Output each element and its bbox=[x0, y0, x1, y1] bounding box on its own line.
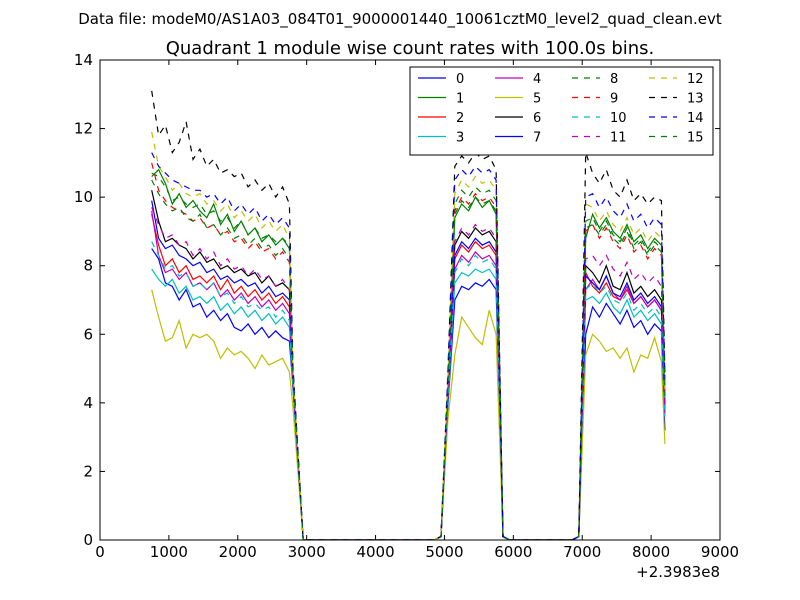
series-line-5 bbox=[151, 289, 666, 540]
x-tick-label: 6000 bbox=[494, 543, 532, 561]
series-layer bbox=[151, 90, 666, 540]
axes-ticks: 0 1000 2000 3000 4000 5000 6000 7000 8000 9000 0 2 4… bbox=[74, 51, 739, 561]
legend-label-8: 8 bbox=[610, 72, 618, 87]
legend-label-9: 9 bbox=[610, 92, 618, 107]
legend-label-10: 10 bbox=[610, 111, 627, 126]
series-line-8 bbox=[151, 172, 666, 540]
legend-label-11: 11 bbox=[610, 131, 627, 146]
legend-label-1: 1 bbox=[456, 92, 464, 107]
legend-label-4: 4 bbox=[533, 72, 541, 87]
legend-label-0: 0 bbox=[456, 72, 464, 87]
x-offset-label: +2.3983e8 bbox=[636, 563, 720, 581]
legend-label-14: 14 bbox=[687, 111, 704, 126]
series-line-14 bbox=[151, 152, 666, 540]
y-tick-label: 6 bbox=[83, 325, 93, 343]
legend-box bbox=[409, 66, 714, 156]
legend-label-7: 7 bbox=[533, 131, 541, 146]
suptitle: Data file: modeM0/AS1A03_084T01_90000014… bbox=[78, 10, 722, 29]
y-tick-label: 8 bbox=[83, 257, 93, 275]
legend-label-13: 13 bbox=[687, 92, 704, 107]
legend-label-5: 5 bbox=[533, 92, 541, 107]
x-tick-label: 4000 bbox=[356, 543, 394, 561]
y-tick-label: 12 bbox=[74, 120, 93, 138]
x-tick-label: 5000 bbox=[425, 543, 463, 561]
chart-title: Quadrant 1 module wise count rates with … bbox=[166, 38, 655, 59]
y-tick-label: 4 bbox=[83, 394, 93, 412]
y-tick-label: 14 bbox=[74, 51, 93, 69]
y-tick-label: 10 bbox=[74, 188, 93, 206]
x-tick-label: 1000 bbox=[150, 543, 188, 561]
y-tick-label: 2 bbox=[83, 462, 93, 480]
legend-label-2: 2 bbox=[456, 111, 464, 126]
x-tick-label: 9000 bbox=[701, 543, 739, 561]
x-tick-label: 7000 bbox=[563, 543, 601, 561]
series-line-15 bbox=[151, 179, 666, 540]
legend-label-12: 12 bbox=[687, 72, 704, 87]
x-tick-label: 2000 bbox=[219, 543, 257, 561]
x-tick-label: 0 bbox=[95, 543, 105, 561]
legend-label-15: 15 bbox=[687, 131, 704, 146]
legend-label-3: 3 bbox=[456, 131, 464, 146]
legend-label-6: 6 bbox=[533, 111, 541, 126]
y-tick-label: 0 bbox=[83, 531, 93, 549]
x-tick-label: 3000 bbox=[288, 543, 326, 561]
x-tick-label: 8000 bbox=[632, 543, 670, 561]
plot-frame bbox=[99, 59, 721, 541]
series-line-11 bbox=[151, 207, 666, 540]
